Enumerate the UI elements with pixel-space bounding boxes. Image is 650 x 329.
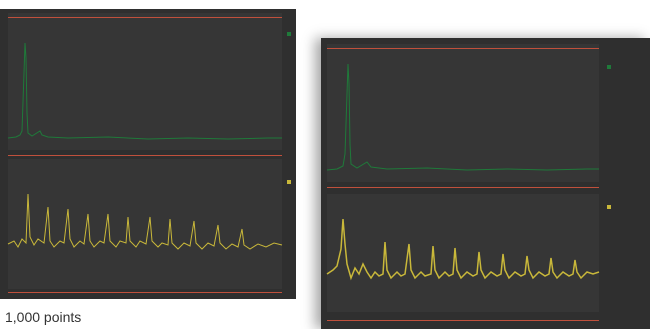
channel-indicator-bottom-left xyxy=(285,173,293,191)
channel-indicator-top-right xyxy=(605,58,613,76)
green-square-icon xyxy=(607,64,611,69)
channel-indicator-top-left xyxy=(285,25,293,43)
spectrum-plot-right xyxy=(326,44,599,182)
bottom-marker-line xyxy=(327,320,599,321)
waveform-plot-left xyxy=(7,159,283,289)
yellow-square-icon xyxy=(607,204,611,209)
waveform-plot-right xyxy=(326,194,600,312)
waveform-trace-right xyxy=(326,218,600,281)
divider-marker-line xyxy=(327,187,599,188)
channel-indicator-bottom-right xyxy=(605,198,613,216)
scope-screen-right xyxy=(321,38,650,329)
spectrum-trace-right xyxy=(326,63,599,171)
spectrum-plot-left xyxy=(7,13,282,150)
top-marker-line xyxy=(327,48,599,49)
waveform-trace-left xyxy=(7,193,283,250)
scope-screen-left xyxy=(0,9,296,299)
spectrum-trace-left xyxy=(7,42,282,140)
top-marker-line xyxy=(8,17,282,18)
divider-marker-line xyxy=(8,155,282,156)
bottom-marker-line xyxy=(8,292,282,293)
green-square-icon xyxy=(287,31,291,36)
yellow-square-icon xyxy=(287,179,291,184)
caption-label: 1,000 points xyxy=(5,309,82,325)
